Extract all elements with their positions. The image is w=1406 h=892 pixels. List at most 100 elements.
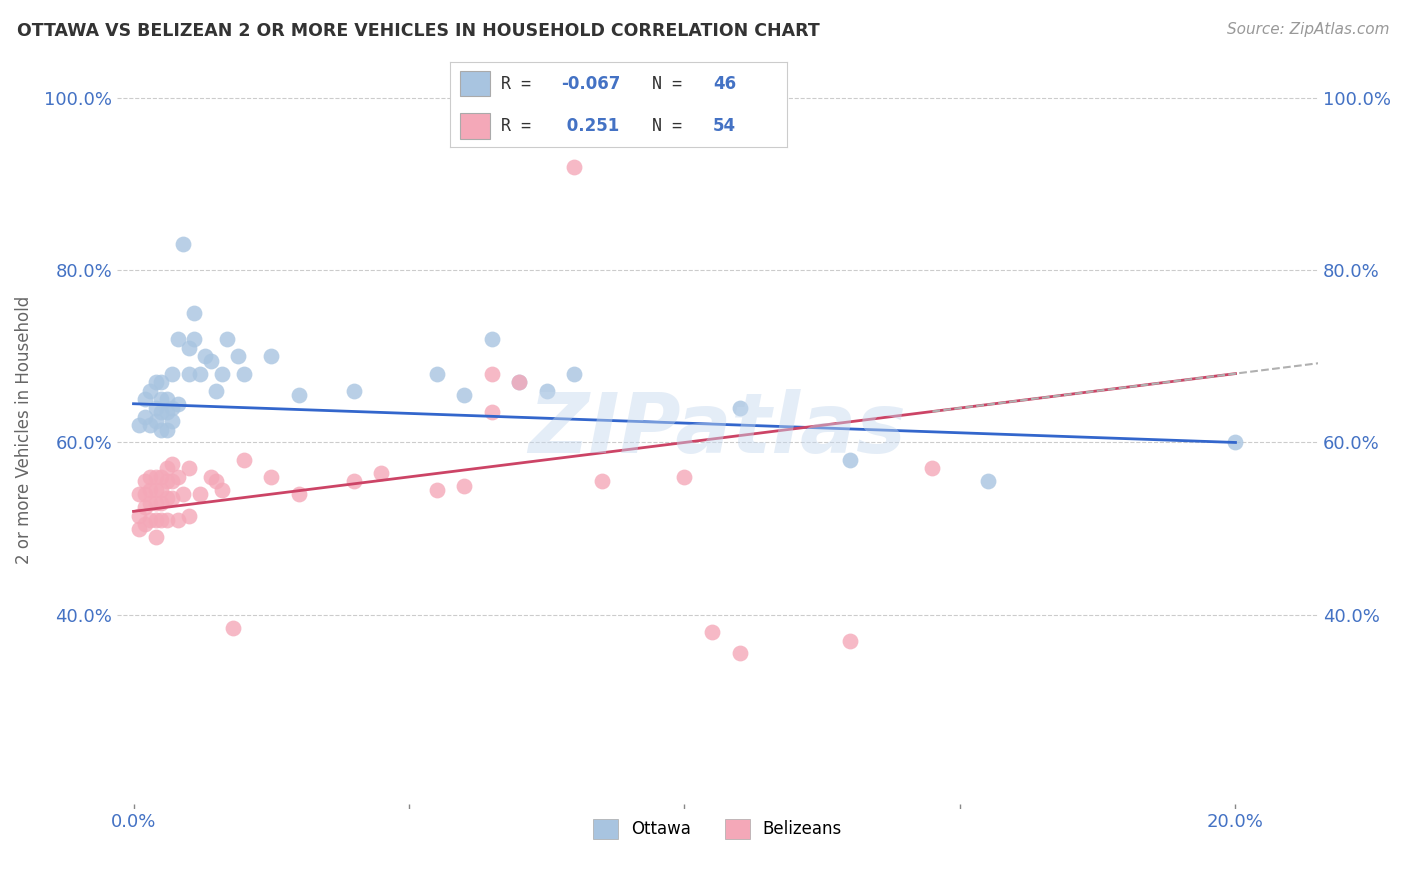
Point <box>134 409 156 424</box>
Point <box>343 384 366 398</box>
Point <box>232 452 254 467</box>
Point <box>226 350 249 364</box>
Point <box>183 306 205 320</box>
Point <box>728 401 751 415</box>
Point <box>150 405 173 419</box>
Point <box>260 470 283 484</box>
Point <box>128 418 150 433</box>
Point <box>155 423 177 437</box>
Text: 0.251: 0.251 <box>561 117 620 135</box>
Point <box>155 392 177 407</box>
Text: Source: ZipAtlas.com: Source: ZipAtlas.com <box>1226 22 1389 37</box>
Point <box>838 633 860 648</box>
Point <box>145 401 167 415</box>
Point <box>134 500 156 514</box>
Point <box>728 647 751 661</box>
Point <box>200 353 222 368</box>
Point <box>194 350 217 364</box>
FancyBboxPatch shape <box>460 113 491 139</box>
Text: R =: R = <box>501 75 530 93</box>
Point <box>288 487 311 501</box>
Point <box>160 474 183 488</box>
Point <box>177 367 200 381</box>
Point <box>508 375 530 389</box>
Point <box>205 474 228 488</box>
Point <box>177 341 200 355</box>
Point <box>838 452 860 467</box>
Point <box>188 367 211 381</box>
Point <box>453 388 475 402</box>
Point <box>139 384 162 398</box>
Point <box>139 483 162 497</box>
Point <box>425 367 447 381</box>
FancyBboxPatch shape <box>460 71 491 96</box>
Point <box>134 487 156 501</box>
Point <box>1225 435 1247 450</box>
Point <box>139 513 162 527</box>
Point <box>481 367 503 381</box>
Point <box>481 405 503 419</box>
Point <box>211 483 233 497</box>
Point <box>145 496 167 510</box>
Point <box>591 474 613 488</box>
Point <box>217 332 239 346</box>
Text: 46: 46 <box>713 75 737 93</box>
Point <box>205 384 228 398</box>
Point <box>128 522 150 536</box>
Point <box>155 405 177 419</box>
Point <box>177 508 200 523</box>
Text: ZIPatlas: ZIPatlas <box>529 389 907 470</box>
Text: N =: N = <box>652 75 682 93</box>
Text: N =: N = <box>652 117 682 135</box>
Point <box>673 470 696 484</box>
Point <box>160 491 183 506</box>
Point <box>166 332 188 346</box>
Point <box>145 414 167 428</box>
Point <box>139 470 162 484</box>
Point <box>508 375 530 389</box>
Y-axis label: 2 or more Vehicles in Household: 2 or more Vehicles in Household <box>15 295 32 564</box>
Point <box>921 461 943 475</box>
Point <box>150 392 173 407</box>
Point <box>150 470 173 484</box>
Point <box>134 392 156 407</box>
Point <box>200 470 222 484</box>
Point <box>160 414 183 428</box>
Point <box>288 388 311 402</box>
Point <box>150 423 173 437</box>
Point <box>155 461 177 475</box>
Point <box>343 474 366 488</box>
Text: -0.067: -0.067 <box>561 75 620 93</box>
Point <box>562 367 585 381</box>
Point <box>160 401 183 415</box>
Point <box>134 474 156 488</box>
Point <box>150 513 173 527</box>
Point <box>128 508 150 523</box>
Point <box>155 474 177 488</box>
Point <box>370 466 392 480</box>
Point <box>160 457 183 471</box>
Point <box>150 496 173 510</box>
Point <box>145 483 167 497</box>
Point <box>145 470 167 484</box>
Point <box>155 513 177 527</box>
Point <box>562 160 585 174</box>
Point <box>160 367 183 381</box>
Point <box>150 375 173 389</box>
Point <box>976 474 998 488</box>
Point <box>700 624 723 639</box>
Point <box>145 530 167 544</box>
Point <box>177 461 200 475</box>
Point <box>536 384 558 398</box>
Point <box>183 332 205 346</box>
Point <box>453 478 475 492</box>
Point <box>221 621 243 635</box>
Point <box>172 237 194 252</box>
Point <box>139 418 162 433</box>
Point <box>150 483 173 497</box>
Text: R =: R = <box>501 117 530 135</box>
Legend: Ottawa, Belizeans: Ottawa, Belizeans <box>586 812 849 846</box>
Point <box>155 491 177 506</box>
Point <box>145 375 167 389</box>
Point <box>166 397 188 411</box>
